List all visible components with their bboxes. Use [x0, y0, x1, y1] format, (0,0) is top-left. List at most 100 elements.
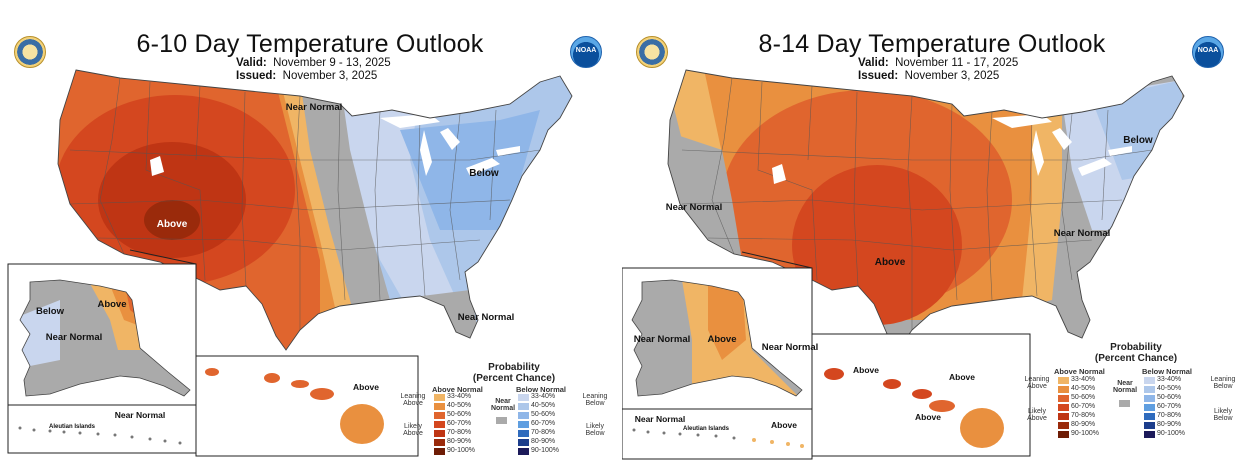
legend-near-normal-swatch	[1119, 400, 1130, 407]
legend-likely-above: Likely Above	[1027, 408, 1047, 422]
legend-above-bin-2: 50-60%	[1071, 394, 1096, 401]
outlook-map: Above Near Normal Near Normal Below Near…	[622, 69, 1185, 460]
legend-subtitle: (Percent Chance)	[1094, 353, 1178, 364]
issued-line: Issued: November 3, 2025	[236, 70, 378, 82]
legend-above-swatch-0	[434, 394, 445, 401]
label-conus-above: Above	[157, 219, 188, 230]
valid-dates: November 9 - 13, 2025	[273, 57, 391, 69]
label-se-near: Near Normal	[458, 312, 515, 323]
legend-above-bin-0: 33-40%	[1071, 376, 1096, 383]
legend-above-swatch-2	[1058, 395, 1069, 402]
legend-above-bin-3: 60-70%	[447, 420, 472, 427]
legend-likely-above: Likely Above	[403, 423, 423, 437]
legend-above-swatch-2	[434, 412, 445, 419]
legend-leaning-below: Leaning Below	[582, 393, 608, 407]
legend-below-swatch-3	[518, 421, 529, 428]
label-ak-near: Near Normal	[46, 332, 103, 343]
aleutian-inset	[7, 404, 197, 454]
label-hi-above: Above	[353, 382, 379, 392]
legend-above-header: Above Normal	[1054, 367, 1105, 376]
legend-likely-below: Likely Below	[1213, 408, 1233, 422]
legend-below-swatch-1	[518, 403, 529, 410]
legend-above-swatch-6	[1058, 431, 1069, 438]
state-borders	[69, 77, 541, 330]
legend-below-swatch-3	[1144, 404, 1155, 411]
legend-near-normal-swatch	[496, 417, 507, 424]
label-aleutian: Aleutian Islands	[683, 426, 730, 432]
legend-below-bin-0: 33-40%	[1157, 376, 1182, 383]
label-aleutian-above: Above	[771, 420, 797, 430]
aleutian-inset	[622, 408, 813, 460]
issued-date: November 3, 2025	[904, 70, 1000, 82]
issued-line: Issued: November 3, 2025	[858, 70, 1000, 82]
legend-above-bin-0: 33-40%	[447, 393, 472, 400]
label-west-near: Near Normal	[666, 202, 723, 213]
label-conus-near: Near Normal	[286, 102, 343, 113]
legend-below-bin-1: 40-50%	[1157, 385, 1182, 392]
noaa-logo-icon: NOAA	[570, 36, 602, 68]
above-80-region	[144, 200, 200, 240]
label-east-near: Near Normal	[1054, 228, 1111, 239]
label-ak-near-east: Near Normal	[762, 342, 819, 353]
legend-above-bin-1: 40-50%	[1071, 385, 1096, 392]
legend-below-swatch-0	[1144, 377, 1155, 384]
legend-leaning-below: Leaning Below	[1210, 376, 1236, 390]
legend-above-swatch-0	[1058, 377, 1069, 384]
legend-below-swatch-4	[1144, 413, 1155, 420]
legend-below-bin-6: 90-100%	[531, 447, 560, 454]
label-hi-above-3: Above	[915, 412, 941, 422]
aleutian-chain	[18, 426, 182, 445]
noaa-logo-icon: NOAA	[1192, 36, 1224, 68]
legend-above-swatch-5	[434, 439, 445, 446]
legend-below-bin-6: 90-100%	[1157, 430, 1186, 437]
legend-near-normal: Near Normal	[1112, 380, 1138, 394]
legend-below-bin-3: 60-70%	[531, 420, 556, 427]
legend-above-swatch-1	[1058, 386, 1069, 393]
label-conus-above: Above	[875, 257, 906, 268]
legend-above-bin-1: 40-50%	[447, 402, 472, 409]
conus-outline	[667, 69, 1185, 351]
legend-above-header: Above Normal	[432, 385, 483, 394]
legend-below-swatch-5	[1144, 422, 1155, 429]
label-aleutian-near: Near Normal	[635, 414, 686, 424]
legend-above-swatch-5	[1058, 422, 1069, 429]
legend-below-swatch-4	[518, 430, 529, 437]
below-33-region	[330, 90, 470, 330]
legend-above-swatch-4	[1058, 413, 1069, 420]
legend-below-swatch-2	[1144, 395, 1155, 402]
legend-above-bin-6: 90-100%	[1071, 430, 1100, 437]
conus-outline	[57, 69, 573, 351]
legend-above-swatch-1	[434, 403, 445, 410]
legend-above-bin-3: 60-70%	[1071, 403, 1096, 410]
legend-below-bin-3: 60-70%	[1157, 403, 1182, 410]
label-aleutian: Aleutian Islands	[49, 424, 96, 430]
above-60-region	[792, 165, 962, 325]
label-ak-near-west: Near Normal	[634, 334, 691, 345]
label-ak-above: Above	[707, 334, 736, 345]
label-hi-above-2: Above	[949, 372, 975, 382]
legend-below-header: Below Normal	[516, 385, 567, 394]
legend-above-swatch-3	[1058, 404, 1069, 411]
legend-below-swatch-1	[1144, 386, 1155, 393]
label-ne-below: Below	[1123, 135, 1153, 146]
legend-above-bin-2: 50-60%	[447, 411, 472, 418]
issued-date: November 3, 2025	[282, 70, 378, 82]
great-lakes	[772, 114, 1132, 184]
legend-near-normal: Near Normal	[490, 398, 516, 412]
valid-line: Valid: November 11 - 17, 2025	[858, 57, 1019, 69]
label-ak-below: Below	[36, 306, 65, 317]
map-title: 6-10 Day Temperature Outlook	[136, 30, 484, 58]
legend-below-bin-2: 50-60%	[1157, 394, 1182, 401]
legend-below-bin-4: 70-80%	[1157, 412, 1182, 419]
valid-dates: November 11 - 17, 2025	[895, 57, 1019, 69]
legend-below-swatch-0	[518, 394, 529, 401]
legend-below-bin-5: 80-90%	[531, 438, 556, 445]
legend-below-bin-4: 70-80%	[531, 429, 556, 436]
legend-below-swatch-6	[1144, 431, 1155, 438]
legend-below-bin-0: 33-40%	[531, 393, 556, 400]
legend-leaning-above: Leaning Above	[400, 393, 426, 407]
legend-above-bin-6: 90-100%	[447, 447, 476, 454]
legend-subtitle: (Percent Chance)	[472, 373, 556, 384]
great-lakes	[150, 114, 520, 176]
probability-legend: Probability (Percent Chance) Above Norma…	[1025, 336, 1240, 476]
